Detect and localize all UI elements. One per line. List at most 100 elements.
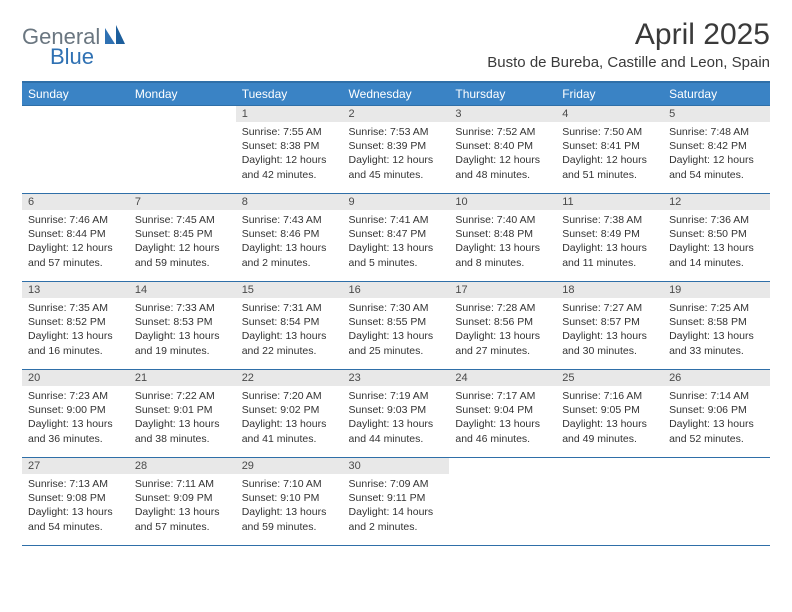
day-detail: Sunrise: 7:46 AMSunset: 8:44 PMDaylight:… bbox=[22, 210, 129, 276]
calendar-cell: 26Sunrise: 7:14 AMSunset: 9:06 PMDayligh… bbox=[663, 370, 770, 458]
title-block: April 2025 Busto de Bureba, Castille and… bbox=[487, 18, 770, 71]
calendar-cell: 3Sunrise: 7:52 AMSunset: 8:40 PMDaylight… bbox=[449, 106, 556, 194]
day-detail: Sunrise: 7:36 AMSunset: 8:50 PMDaylight:… bbox=[663, 210, 770, 276]
day-detail: Sunrise: 7:45 AMSunset: 8:45 PMDaylight:… bbox=[129, 210, 236, 276]
day-number: 11 bbox=[556, 194, 663, 210]
day-number: 25 bbox=[556, 370, 663, 386]
day-number bbox=[22, 106, 129, 122]
day-number: 8 bbox=[236, 194, 343, 210]
day-number bbox=[556, 458, 663, 474]
day-detail: Sunrise: 7:23 AMSunset: 9:00 PMDaylight:… bbox=[22, 386, 129, 452]
day-header-row: SundayMondayTuesdayWednesdayThursdayFrid… bbox=[22, 82, 770, 106]
calendar-cell: 13Sunrise: 7:35 AMSunset: 8:52 PMDayligh… bbox=[22, 282, 129, 370]
day-number: 1 bbox=[236, 106, 343, 122]
day-detail: Sunrise: 7:52 AMSunset: 8:40 PMDaylight:… bbox=[449, 122, 556, 188]
day-header: Saturday bbox=[663, 82, 770, 106]
day-detail: Sunrise: 7:27 AMSunset: 8:57 PMDaylight:… bbox=[556, 298, 663, 364]
day-header: Thursday bbox=[449, 82, 556, 106]
day-header: Wednesday bbox=[343, 82, 450, 106]
day-number: 28 bbox=[129, 458, 236, 474]
calendar-cell: 11Sunrise: 7:38 AMSunset: 8:49 PMDayligh… bbox=[556, 194, 663, 282]
calendar-cell: 16Sunrise: 7:30 AMSunset: 8:55 PMDayligh… bbox=[343, 282, 450, 370]
day-number: 19 bbox=[663, 282, 770, 298]
location: Busto de Bureba, Castille and Leon, Spai… bbox=[487, 54, 770, 71]
day-detail: Sunrise: 7:43 AMSunset: 8:46 PMDaylight:… bbox=[236, 210, 343, 276]
logo-text-blue: Blue bbox=[50, 44, 94, 69]
calendar-cell bbox=[22, 106, 129, 194]
calendar-cell: 4Sunrise: 7:50 AMSunset: 8:41 PMDaylight… bbox=[556, 106, 663, 194]
day-detail: Sunrise: 7:20 AMSunset: 9:02 PMDaylight:… bbox=[236, 386, 343, 452]
calendar-cell: 15Sunrise: 7:31 AMSunset: 8:54 PMDayligh… bbox=[236, 282, 343, 370]
calendar-cell: 6Sunrise: 7:46 AMSunset: 8:44 PMDaylight… bbox=[22, 194, 129, 282]
calendar-cell bbox=[129, 106, 236, 194]
calendar-week: 27Sunrise: 7:13 AMSunset: 9:08 PMDayligh… bbox=[22, 458, 770, 546]
day-detail: Sunrise: 7:31 AMSunset: 8:54 PMDaylight:… bbox=[236, 298, 343, 364]
day-number: 30 bbox=[343, 458, 450, 474]
day-number: 23 bbox=[343, 370, 450, 386]
day-detail: Sunrise: 7:28 AMSunset: 8:56 PMDaylight:… bbox=[449, 298, 556, 364]
calendar-cell: 19Sunrise: 7:25 AMSunset: 8:58 PMDayligh… bbox=[663, 282, 770, 370]
calendar-cell bbox=[449, 458, 556, 546]
day-detail: Sunrise: 7:40 AMSunset: 8:48 PMDaylight:… bbox=[449, 210, 556, 276]
day-number: 16 bbox=[343, 282, 450, 298]
calendar-cell: 8Sunrise: 7:43 AMSunset: 8:46 PMDaylight… bbox=[236, 194, 343, 282]
day-detail: Sunrise: 7:53 AMSunset: 8:39 PMDaylight:… bbox=[343, 122, 450, 188]
day-detail: Sunrise: 7:14 AMSunset: 9:06 PMDaylight:… bbox=[663, 386, 770, 452]
day-detail: Sunrise: 7:11 AMSunset: 9:09 PMDaylight:… bbox=[129, 474, 236, 540]
day-detail: Sunrise: 7:48 AMSunset: 8:42 PMDaylight:… bbox=[663, 122, 770, 188]
day-number: 13 bbox=[22, 282, 129, 298]
calendar-cell: 27Sunrise: 7:13 AMSunset: 9:08 PMDayligh… bbox=[22, 458, 129, 546]
day-detail: Sunrise: 7:13 AMSunset: 9:08 PMDaylight:… bbox=[22, 474, 129, 540]
calendar-cell bbox=[556, 458, 663, 546]
calendar-week: 1Sunrise: 7:55 AMSunset: 8:38 PMDaylight… bbox=[22, 106, 770, 194]
day-detail: Sunrise: 7:33 AMSunset: 8:53 PMDaylight:… bbox=[129, 298, 236, 364]
day-header: Friday bbox=[556, 82, 663, 106]
day-number: 7 bbox=[129, 194, 236, 210]
day-detail: Sunrise: 7:35 AMSunset: 8:52 PMDaylight:… bbox=[22, 298, 129, 364]
calendar-cell: 18Sunrise: 7:27 AMSunset: 8:57 PMDayligh… bbox=[556, 282, 663, 370]
calendar-cell: 9Sunrise: 7:41 AMSunset: 8:47 PMDaylight… bbox=[343, 194, 450, 282]
day-detail: Sunrise: 7:10 AMSunset: 9:10 PMDaylight:… bbox=[236, 474, 343, 540]
day-detail: Sunrise: 7:17 AMSunset: 9:04 PMDaylight:… bbox=[449, 386, 556, 452]
day-number: 21 bbox=[129, 370, 236, 386]
calendar-cell: 21Sunrise: 7:22 AMSunset: 9:01 PMDayligh… bbox=[129, 370, 236, 458]
day-detail: Sunrise: 7:50 AMSunset: 8:41 PMDaylight:… bbox=[556, 122, 663, 188]
header: General April 2025 Busto de Bureba, Cast… bbox=[22, 18, 770, 71]
day-detail: Sunrise: 7:25 AMSunset: 8:58 PMDaylight:… bbox=[663, 298, 770, 364]
day-number: 22 bbox=[236, 370, 343, 386]
calendar-cell: 14Sunrise: 7:33 AMSunset: 8:53 PMDayligh… bbox=[129, 282, 236, 370]
day-number: 15 bbox=[236, 282, 343, 298]
day-header: Monday bbox=[129, 82, 236, 106]
calendar-cell: 17Sunrise: 7:28 AMSunset: 8:56 PMDayligh… bbox=[449, 282, 556, 370]
calendar-week: 20Sunrise: 7:23 AMSunset: 9:00 PMDayligh… bbox=[22, 370, 770, 458]
day-number: 6 bbox=[22, 194, 129, 210]
day-number bbox=[663, 458, 770, 474]
day-detail: Sunrise: 7:22 AMSunset: 9:01 PMDaylight:… bbox=[129, 386, 236, 452]
calendar-cell: 30Sunrise: 7:09 AMSunset: 9:11 PMDayligh… bbox=[343, 458, 450, 546]
calendar-cell: 28Sunrise: 7:11 AMSunset: 9:09 PMDayligh… bbox=[129, 458, 236, 546]
calendar-cell: 7Sunrise: 7:45 AMSunset: 8:45 PMDaylight… bbox=[129, 194, 236, 282]
calendar-week: 13Sunrise: 7:35 AMSunset: 8:52 PMDayligh… bbox=[22, 282, 770, 370]
day-number: 14 bbox=[129, 282, 236, 298]
calendar-cell: 23Sunrise: 7:19 AMSunset: 9:03 PMDayligh… bbox=[343, 370, 450, 458]
day-number: 17 bbox=[449, 282, 556, 298]
month-title: April 2025 bbox=[487, 18, 770, 52]
day-header: Tuesday bbox=[236, 82, 343, 106]
day-number: 2 bbox=[343, 106, 450, 122]
calendar-cell: 10Sunrise: 7:40 AMSunset: 8:48 PMDayligh… bbox=[449, 194, 556, 282]
day-number: 12 bbox=[663, 194, 770, 210]
calendar-cell: 24Sunrise: 7:17 AMSunset: 9:04 PMDayligh… bbox=[449, 370, 556, 458]
day-detail: Sunrise: 7:09 AMSunset: 9:11 PMDaylight:… bbox=[343, 474, 450, 540]
day-number: 27 bbox=[22, 458, 129, 474]
day-number: 9 bbox=[343, 194, 450, 210]
day-detail: Sunrise: 7:19 AMSunset: 9:03 PMDaylight:… bbox=[343, 386, 450, 452]
calendar-cell: 1Sunrise: 7:55 AMSunset: 8:38 PMDaylight… bbox=[236, 106, 343, 194]
calendar-cell: 25Sunrise: 7:16 AMSunset: 9:05 PMDayligh… bbox=[556, 370, 663, 458]
day-detail: Sunrise: 7:38 AMSunset: 8:49 PMDaylight:… bbox=[556, 210, 663, 276]
calendar-cell bbox=[663, 458, 770, 546]
calendar-table: SundayMondayTuesdayWednesdayThursdayFrid… bbox=[22, 81, 770, 546]
day-number: 4 bbox=[556, 106, 663, 122]
day-number: 26 bbox=[663, 370, 770, 386]
calendar-week: 6Sunrise: 7:46 AMSunset: 8:44 PMDaylight… bbox=[22, 194, 770, 282]
calendar-cell: 22Sunrise: 7:20 AMSunset: 9:02 PMDayligh… bbox=[236, 370, 343, 458]
